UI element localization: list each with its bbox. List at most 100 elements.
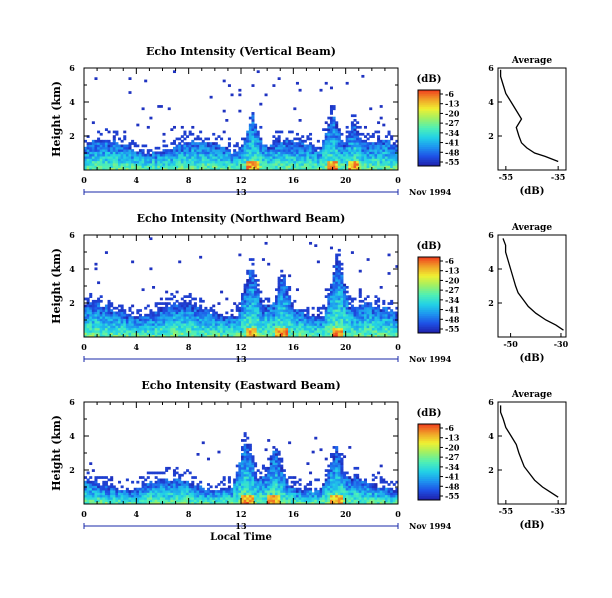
heatmap-cell: [264, 304, 268, 308]
heatmap-cell: [356, 158, 360, 162]
heatmap-cell: [193, 320, 197, 324]
heatmap-cell: [272, 167, 276, 171]
heatmap-cell: [204, 309, 208, 312]
heatmap-cell: [141, 492, 145, 496]
heatmap-cell: [350, 128, 354, 131]
heatmap-cell: [322, 334, 326, 338]
heatmap-cell: [322, 167, 326, 171]
heatmap-cell: [256, 292, 260, 296]
heatmap-cell: [220, 160, 224, 164]
heatmap-cell: [157, 334, 161, 338]
heatmap-cell: [248, 281, 252, 285]
heatmap-cell: [269, 309, 273, 312]
heatmap-cell: [222, 79, 226, 83]
heatmap-cell: [162, 334, 166, 338]
heatmap-cell: [379, 316, 383, 319]
heatmap-cell: [188, 156, 192, 159]
heatmap-cell: [84, 483, 88, 486]
heatmap-cell: [269, 318, 273, 322]
heatmap-cell: [235, 471, 239, 475]
heatmap-cell: [329, 153, 333, 157]
heatmap-cell: [115, 334, 119, 338]
heatmap-cell: [209, 332, 213, 336]
heatmap-cell: [384, 151, 388, 155]
heatmap-cell: [233, 490, 237, 493]
heatmap-cell: [138, 492, 142, 496]
heatmap-cell: [316, 260, 320, 264]
heatmap-cell: [267, 158, 271, 162]
heatmap-cell: [337, 290, 341, 294]
heatmap-cell: [371, 311, 375, 315]
heatmap-cell: [390, 327, 394, 331]
heatmap-cell: [167, 306, 171, 310]
heatmap-cell: [104, 476, 108, 479]
heatmap-cell: [204, 158, 208, 162]
heatmap-cell: [246, 302, 250, 305]
heatmap-cell: [329, 165, 333, 169]
heatmap-cell: [280, 318, 284, 322]
heatmap-cell: [110, 485, 114, 489]
heatmap-cell: [217, 320, 221, 324]
heatmap-cell: [214, 156, 218, 159]
heatmap-cell: [125, 163, 129, 166]
heatmap-cell: [191, 501, 195, 505]
heatmap-cell: [248, 302, 252, 305]
heatmap-cell: [327, 311, 331, 315]
heatmap-cell: [191, 490, 195, 493]
heatmap-cell: [275, 459, 279, 463]
heatmap-cell: [183, 295, 187, 298]
heatmap-cell: [157, 327, 161, 331]
heatmap-cell: [256, 70, 260, 74]
heatmap-cell: [324, 311, 328, 315]
heatmap-cell: [395, 311, 399, 315]
heatmap-cell: [246, 487, 250, 491]
heatmap-cell: [104, 151, 108, 155]
heatmap-cell: [350, 306, 354, 310]
heatmap-cell: [254, 499, 258, 503]
heatmap-cell: [220, 320, 224, 324]
heatmap-cell: [165, 469, 169, 472]
heatmap-cell: [392, 163, 396, 166]
heatmap-cell: [94, 323, 98, 326]
heatmap-cell: [329, 151, 333, 155]
colorbar-step: [418, 164, 440, 167]
heatmap-cell: [254, 494, 258, 498]
heatmap-cell: [193, 142, 197, 145]
heatmap-cell: [275, 494, 279, 498]
heatmap-cell: [379, 311, 383, 315]
heatmap-cell: [243, 309, 247, 312]
heatmap-cell: [306, 163, 310, 166]
heatmap-cell: [267, 480, 271, 484]
heatmap-cell: [199, 334, 203, 338]
heatmap-cell: [387, 323, 391, 326]
heatmap-cell: [251, 135, 255, 138]
heatmap-cell: [125, 313, 129, 317]
heatmap-cell: [107, 316, 111, 319]
heatmap-cell: [97, 144, 101, 148]
heatmap-cell: [324, 81, 328, 85]
heatmap-cell: [295, 327, 299, 331]
heatmap-cell: [269, 483, 273, 486]
heatmap-cell: [99, 323, 103, 326]
heatmap-cell: [366, 151, 370, 155]
heatmap-cell: [199, 151, 203, 155]
chart-title: Echo Intensity (Eastward Beam): [141, 379, 340, 392]
heatmap-cell: [259, 480, 263, 484]
heatmap-cell: [97, 142, 101, 145]
heatmap-cell: [206, 320, 210, 324]
heatmap-cell: [107, 332, 111, 336]
heatmap-cell: [327, 151, 331, 155]
heatmap-cell: [138, 494, 142, 498]
heatmap-cell: [293, 316, 297, 319]
heatmap-cell: [340, 167, 344, 171]
heatmap-cell: [353, 323, 357, 326]
heatmap-cell: [183, 483, 187, 486]
heatmap-cell: [214, 160, 218, 164]
heatmap-cell: [209, 501, 213, 505]
heatmap-cell: [280, 334, 284, 338]
heatmap-cell: [285, 292, 289, 296]
heatmap-cell: [356, 327, 360, 331]
heatmap-cell: [241, 448, 245, 452]
heatmap-cell: [144, 483, 148, 486]
heatmap-cell: [191, 149, 195, 152]
